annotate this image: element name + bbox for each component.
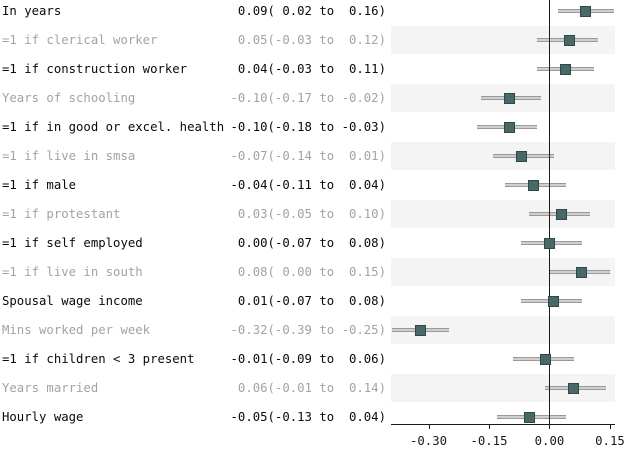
- x-axis-tick-label: -0.30: [409, 434, 448, 448]
- point-estimate-marker: [515, 150, 527, 162]
- point-estimate-marker: [568, 382, 580, 394]
- point-estimate-marker: [523, 411, 535, 423]
- x-axis-tick: [549, 425, 551, 429]
- variable-label: =1 if male: [2, 178, 77, 192]
- variable-label: =1 if protestant: [2, 207, 121, 221]
- estimate-ci-value: 0.05(-0.03 to 0.12): [237, 33, 386, 47]
- estimate-ci-value: 0.03(-0.05 to 0.10): [237, 207, 386, 221]
- estimate-ci-value: -0.01(-0.09 to 0.06): [230, 352, 386, 366]
- variable-label: Hourly wage: [2, 410, 84, 424]
- estimate-ci-value: 0.01(-0.07 to 0.08): [237, 294, 386, 308]
- variable-label: Years of schooling: [2, 91, 136, 105]
- x-axis-tick-label: -0.15: [470, 434, 508, 448]
- plot-area: [391, 0, 615, 425]
- table-row: =1 if protestant 0.03(-0.05 to 0.10): [0, 200, 386, 229]
- point-estimate-marker: [556, 208, 568, 220]
- point-estimate-marker: [576, 266, 588, 278]
- variable-label: =1 if live in smsa: [2, 149, 136, 163]
- x-axis-tick: [488, 425, 490, 429]
- table-row: In years 0.09( 0.02 to 0.16): [0, 0, 386, 26]
- point-estimate-marker: [503, 92, 515, 104]
- variable-label: Spousal wage income: [2, 294, 143, 308]
- variable-label: =1 if construction worker: [2, 62, 188, 76]
- table-row: =1 if self employed 0.00(-0.07 to 0.08): [0, 229, 386, 258]
- x-axis-tick-label: 0.00: [534, 434, 565, 448]
- table-row: =1 if male -0.04(-0.11 to 0.04): [0, 171, 386, 200]
- point-estimate-marker: [527, 179, 539, 191]
- estimate-ci-value: -0.10(-0.17 to -0.02): [230, 91, 386, 105]
- table-row: Years married 0.06(-0.01 to 0.14): [0, 374, 386, 403]
- table-row: Spousal wage income 0.01(-0.07 to 0.08): [0, 287, 386, 316]
- variable-label: =1 if children < 3 present: [2, 352, 195, 366]
- point-estimate-marker: [564, 34, 576, 46]
- table-row: Mins worked per week -0.32(-0.39 to -0.25…: [0, 316, 386, 345]
- estimate-ci-value: 0.06(-0.01 to 0.14): [237, 381, 386, 395]
- estimate-ci-value: 0.08( 0.00 to 0.15): [237, 265, 386, 279]
- zero-reference-line: [548, 0, 551, 424]
- variable-label: =1 if self employed: [2, 236, 143, 250]
- variable-label: =1 if live in south: [2, 265, 143, 279]
- variable-label: In years: [2, 4, 62, 18]
- point-estimate-marker: [560, 63, 572, 75]
- x-axis-tick: [428, 425, 430, 429]
- table-row: Hourly wage -0.05(-0.13 to 0.04): [0, 403, 386, 432]
- estimate-ci-value: -0.04(-0.11 to 0.04): [230, 178, 386, 192]
- table-row: Years of schooling -0.10(-0.17 to -0.02): [0, 84, 386, 113]
- point-estimate-marker: [580, 5, 592, 17]
- point-estimate-marker: [503, 121, 515, 133]
- variable-label: Years married: [2, 381, 99, 395]
- variable-label: Mins worked per week: [2, 323, 151, 337]
- estimate-ci-value: 0.00(-0.07 to 0.08): [237, 236, 386, 250]
- x-axis-tick: [609, 425, 611, 429]
- table-row: =1 if children < 3 present -0.01(-0.09 to…: [0, 345, 386, 374]
- variable-label: =1 if in good or excel. health: [2, 120, 225, 134]
- point-estimate-marker: [548, 295, 559, 307]
- estimate-ci-value: -0.32(-0.39 to -0.25): [230, 323, 386, 337]
- table-row: =1 if live in south 0.08( 0.00 to 0.15): [0, 258, 386, 287]
- estimate-ci-value: -0.07(-0.14 to 0.01): [230, 149, 386, 163]
- x-axis-line: [391, 424, 615, 425]
- estimate-ci-value: -0.05(-0.13 to 0.04): [230, 410, 386, 424]
- estimate-ci-value: 0.09( 0.02 to 0.16): [237, 4, 386, 18]
- estimate-ci-value: 0.04(-0.03 to 0.11): [237, 62, 386, 76]
- table-row: =1 if construction worker 0.04(-0.03 to 0…: [0, 55, 386, 84]
- table-row: =1 if in good or excel. health -0.10(-0.1…: [0, 113, 386, 142]
- estimate-ci-value: -0.10(-0.18 to -0.03): [230, 120, 386, 134]
- point-estimate-marker: [543, 237, 555, 249]
- point-estimate-marker: [539, 353, 551, 365]
- table-row: =1 if clerical worker 0.05(-0.03 to 0.12): [0, 26, 386, 55]
- x-axis-tick-label: 0.15: [595, 434, 625, 448]
- table-row: =1 if live in smsa -0.07(-0.14 to 0.01): [0, 142, 386, 171]
- variable-label: =1 if clerical worker: [2, 33, 158, 47]
- point-estimate-marker: [414, 324, 426, 336]
